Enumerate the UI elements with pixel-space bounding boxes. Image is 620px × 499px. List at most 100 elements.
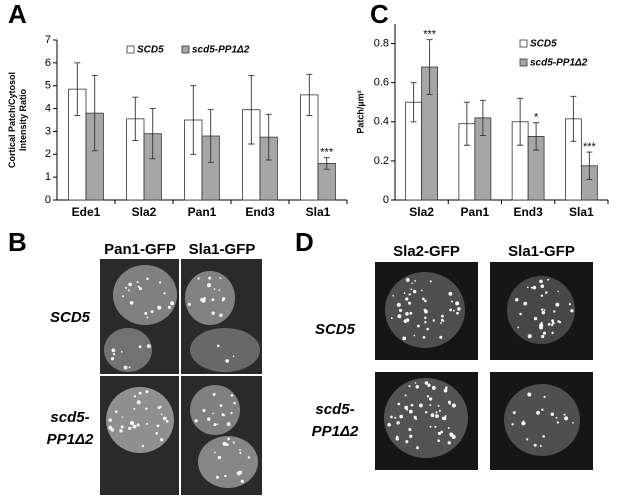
patch — [435, 411, 438, 414]
patch — [141, 444, 145, 448]
patch — [211, 311, 215, 315]
x-tick-label: Pan1 — [188, 205, 217, 219]
patch — [164, 417, 167, 420]
patch — [447, 400, 451, 404]
patch — [449, 308, 453, 312]
patch — [441, 314, 444, 318]
patch — [219, 277, 222, 280]
patch — [409, 434, 413, 438]
patch — [239, 449, 241, 451]
patch — [197, 277, 200, 280]
patch — [447, 441, 451, 445]
patch — [563, 413, 566, 416]
row-label: scd5- — [50, 409, 89, 426]
panel-letter: C — [370, 0, 389, 29]
patch — [139, 287, 142, 291]
patch — [123, 365, 128, 370]
patch — [225, 359, 229, 363]
patch — [146, 316, 149, 319]
x-tick-label: Sla2 — [132, 205, 157, 219]
error-bar — [323, 157, 330, 170]
patch — [112, 352, 116, 356]
panel-letter: B — [8, 227, 27, 257]
patch — [450, 300, 453, 303]
error-bar — [586, 151, 593, 180]
patch — [145, 407, 148, 411]
patch — [437, 431, 442, 436]
patch — [519, 312, 522, 316]
patch — [444, 386, 448, 390]
patch — [146, 344, 151, 349]
patch — [392, 294, 395, 297]
patch — [542, 331, 547, 335]
patch — [406, 408, 409, 411]
patch — [443, 388, 448, 393]
legend-swatch — [126, 45, 135, 54]
patch — [409, 311, 413, 315]
patch — [212, 392, 216, 397]
patch — [390, 317, 393, 319]
patch — [435, 414, 439, 419]
patch — [232, 355, 235, 358]
patch — [408, 427, 412, 432]
patch — [438, 409, 441, 412]
y-tick-label: 0.8 — [374, 37, 389, 49]
cell — [384, 378, 468, 458]
patch — [138, 391, 142, 395]
patch — [451, 434, 456, 439]
patch — [133, 407, 136, 410]
patch — [187, 302, 191, 306]
patch — [543, 309, 546, 311]
patch — [448, 291, 453, 296]
patch — [404, 394, 407, 397]
patch — [157, 305, 162, 310]
patch — [146, 422, 149, 425]
cell — [104, 328, 152, 372]
patch — [405, 440, 409, 444]
patch — [132, 424, 137, 429]
patch — [422, 336, 426, 339]
patch — [416, 324, 420, 328]
patch — [128, 282, 132, 287]
patch — [527, 392, 532, 397]
patch — [442, 416, 447, 421]
patch — [539, 279, 543, 284]
patch — [540, 321, 543, 324]
patch — [247, 456, 251, 459]
column-label: Sla1-GFP — [508, 243, 575, 260]
patch — [415, 418, 418, 420]
patch — [432, 319, 435, 322]
patch — [121, 416, 124, 418]
panel-letter: D — [295, 227, 314, 257]
error-bar — [463, 101, 470, 146]
significance: * — [534, 112, 539, 124]
patch — [541, 310, 546, 315]
patch — [213, 451, 216, 454]
patch — [429, 425, 432, 428]
patch — [572, 421, 574, 424]
patch — [396, 302, 401, 307]
patch — [411, 282, 413, 285]
y-tick-label: 1 — [45, 171, 51, 183]
y-tick-label: 6 — [45, 57, 51, 69]
patch — [424, 320, 427, 324]
legend-label: scd5-PP1Δ2 — [192, 45, 250, 56]
y-tick-label: 3 — [45, 125, 51, 137]
patch — [456, 311, 459, 315]
patch — [218, 289, 221, 292]
patch — [457, 307, 461, 311]
patch — [428, 397, 433, 401]
patch — [405, 297, 409, 301]
error-bar — [265, 113, 272, 161]
significance: *** — [423, 29, 437, 41]
patch — [110, 428, 115, 432]
patch — [408, 409, 413, 414]
patch — [215, 475, 219, 479]
patch — [437, 439, 441, 443]
patch — [521, 421, 526, 426]
error-bar — [74, 62, 81, 116]
patch — [119, 429, 123, 433]
cell — [507, 276, 575, 344]
patch — [424, 299, 427, 303]
patch — [219, 404, 223, 407]
